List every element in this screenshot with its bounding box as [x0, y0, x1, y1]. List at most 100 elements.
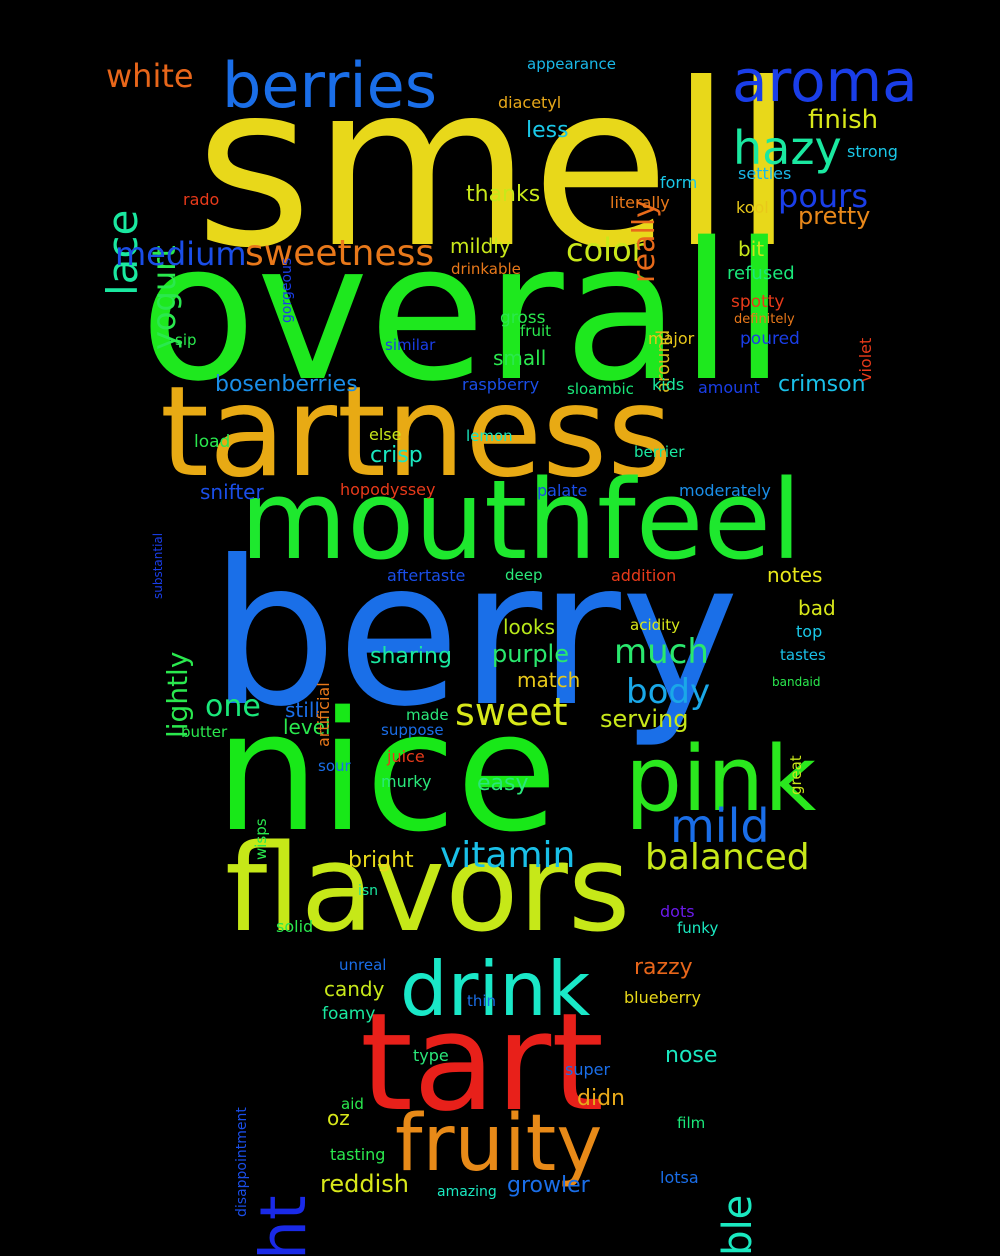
word-artificial: artificial	[314, 682, 333, 747]
word-tastes: tastes	[780, 646, 826, 664]
word-appearance: appearance	[527, 55, 616, 73]
word-aid: aid	[341, 1095, 364, 1113]
word-acidity: acidity	[630, 616, 681, 634]
word-drinkable: drinkable	[451, 260, 521, 278]
word-raspberry: raspberry	[462, 375, 540, 394]
word-aftertaste: aftertaste	[387, 566, 466, 585]
word-body: body	[626, 672, 711, 712]
word-chewable: chewable	[715, 1195, 761, 1256]
word-berries: berries	[222, 49, 438, 122]
word-drink: drink	[400, 945, 591, 1033]
word-gorgeous: gorgeous	[279, 257, 295, 323]
word-sip: sip	[175, 331, 197, 349]
word-funky: funky	[677, 919, 719, 937]
word-thanks: thanks	[466, 182, 541, 207]
word-berrier: berrier	[634, 443, 685, 461]
word-murky: murky	[381, 772, 432, 791]
word-really: really	[627, 200, 662, 283]
word-thin: thin	[467, 992, 497, 1010]
word-literally: literally	[610, 193, 670, 212]
word-purple: purple	[492, 640, 569, 668]
word-mildly: mildly	[450, 234, 511, 258]
word-flavors: flavors	[225, 820, 631, 959]
word-pours: pours	[778, 177, 868, 215]
word-isn: isn	[358, 883, 379, 899]
word-dots: dots	[660, 902, 695, 921]
word-else: else	[369, 425, 402, 444]
word-reddish: reddish	[320, 1170, 409, 1198]
word-gross: gross	[500, 308, 546, 328]
word-great: great	[787, 755, 805, 795]
word-vitamin: vitamin	[440, 835, 576, 876]
word-one: one	[205, 689, 261, 724]
word-palate: palate	[537, 481, 588, 500]
word-settles: settles	[738, 164, 792, 183]
word-bandaid: bandaid	[772, 675, 821, 689]
word-lotsa: lotsa	[660, 1168, 699, 1187]
word-amazing: amazing	[437, 1184, 497, 1200]
word-color: color	[566, 231, 645, 269]
word-oz: oz	[327, 1106, 350, 1130]
word-made: made	[406, 706, 449, 724]
word-mild: mild	[670, 799, 770, 853]
word-wisps: wisps	[252, 818, 270, 860]
word-foamy: foamy	[322, 1004, 376, 1024]
word-refused: refused	[727, 263, 795, 284]
word-lemon: lemon	[466, 427, 513, 445]
word-light: light	[247, 1195, 320, 1256]
word-definitely: definitely	[734, 312, 795, 327]
word-bosenberries: bosenberries	[215, 372, 358, 397]
word-sour: sour	[318, 757, 351, 775]
word-major: major	[648, 329, 695, 348]
word-balanced: balanced	[645, 837, 810, 878]
word-medium: medium	[115, 235, 247, 273]
word-still: still	[285, 698, 320, 722]
word-didn: didn	[577, 1086, 625, 1111]
word-bright: bright	[348, 848, 414, 873]
word-fruit: fruit	[520, 322, 552, 340]
word-finish: finish	[808, 105, 879, 135]
word-notes: notes	[767, 563, 823, 587]
word-berry: berry	[210, 518, 740, 751]
word-sweet: sweet	[455, 690, 568, 734]
word-sharing: sharing	[370, 644, 452, 669]
word-disappointment: disappointment	[234, 1107, 250, 1217]
word-nice: nice	[215, 676, 558, 868]
word-nose: nose	[665, 1043, 718, 1068]
word-crimson: crimson	[778, 372, 866, 397]
word-blueberry: blueberry	[624, 988, 701, 1007]
word-solid: solid	[276, 917, 314, 936]
word-growler: growler	[507, 1173, 590, 1198]
word-smell: smell	[195, 36, 795, 298]
word-tart: tart	[360, 984, 605, 1141]
word-form: form	[660, 173, 698, 192]
word-similar: similar	[385, 336, 436, 354]
word-match: match	[517, 668, 581, 692]
word-bit: bit	[738, 237, 765, 261]
word-film: film	[677, 1114, 706, 1132]
word-spotty: spotty	[731, 292, 785, 312]
word-super: super	[565, 1060, 611, 1079]
word-fruity: fruity	[395, 1099, 603, 1189]
word-kool: kool	[736, 198, 769, 217]
word-pink: pink	[625, 727, 817, 832]
word-substantial: substantial	[151, 532, 165, 599]
word-overall: overall	[140, 202, 786, 423]
word-amount: amount	[698, 378, 760, 397]
word-butter: butter	[181, 723, 228, 741]
word-violet: violet	[856, 337, 875, 382]
word-kids: kids	[652, 375, 685, 394]
word-small: small	[493, 346, 547, 370]
word-diacetyl: diacetyl	[498, 93, 562, 112]
word-bad: bad	[798, 596, 836, 620]
word-poured: poured	[740, 329, 800, 349]
word-sweetness: sweetness	[245, 233, 435, 274]
word-deep: deep	[505, 566, 543, 584]
word-suppose: suppose	[381, 721, 444, 739]
word-pretty: pretty	[798, 202, 871, 230]
word-razzy: razzy	[634, 955, 693, 980]
word-aroma: aroma	[732, 47, 918, 115]
word-hopodyssey: hopodyssey	[340, 480, 436, 499]
word-type: type	[413, 1046, 449, 1065]
